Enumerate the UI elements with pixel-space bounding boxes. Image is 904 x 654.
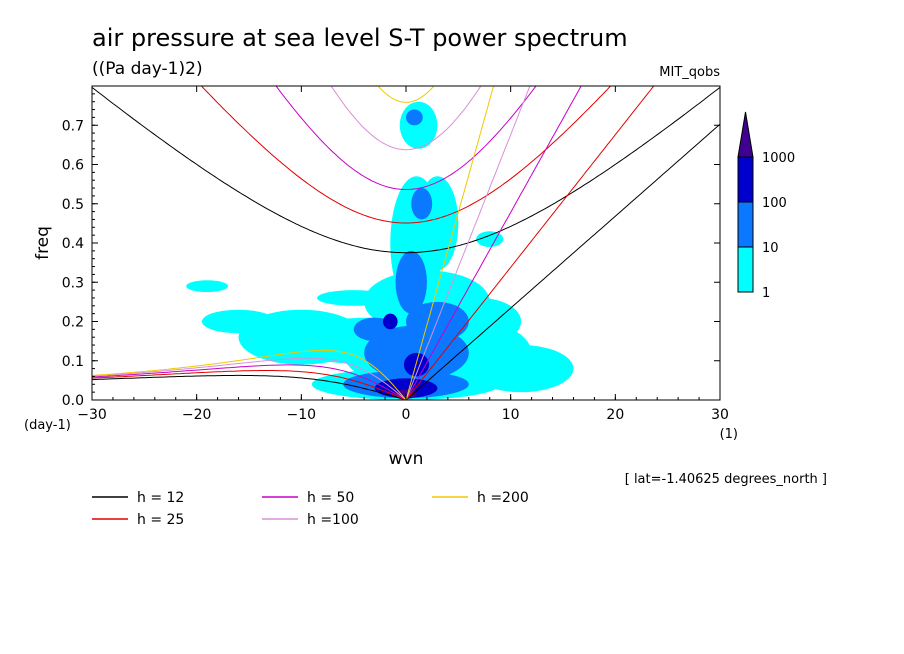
x-tick-label-3: 0 <box>402 407 411 423</box>
x-axis-ticks: −30 −20 −10 0 10 20 30 <box>77 86 729 423</box>
y-axis-label: freq <box>33 226 53 260</box>
y-axis-ticks: 0.0 0.1 0.2 0.3 0.4 0.5 0.6 0.7 <box>62 93 720 409</box>
y-tick-label-5: 0.5 <box>62 197 84 213</box>
power-patch-8 <box>468 345 574 393</box>
power-patch-13 <box>476 231 504 247</box>
y-tick-label-7: 0.7 <box>62 118 84 134</box>
y-tick-label-0: 0.0 <box>62 393 84 409</box>
y-tick-label-2: 0.2 <box>62 315 84 331</box>
chart-units: ((Pa day-1)2) <box>92 59 203 79</box>
colorbar-label-1: 10 <box>762 241 779 256</box>
source-label: MIT_qobs <box>659 65 720 80</box>
curve-rossby-h50 <box>92 364 407 400</box>
curve-kelvin-h12 <box>405 123 720 400</box>
colorbar-overflow-arrow <box>737 111 754 158</box>
curve-rossby-h200 <box>92 349 407 400</box>
y-tick-label-6: 0.6 <box>62 158 84 174</box>
curve-kelvin-h200 <box>405 86 495 400</box>
colorbar: 1 10 100 1000 <box>737 111 795 301</box>
power-patch-23 <box>382 313 398 330</box>
curve-kelvin-h50 <box>405 86 582 400</box>
x-axis-label: wvn <box>389 449 424 469</box>
curve-gravity-h100 <box>330 86 482 151</box>
x-axis-unit: (1) <box>720 427 738 442</box>
latitude-annotation: [ lat=-1.40625 degrees_north ] <box>625 472 827 487</box>
dispersion-curves <box>92 86 720 400</box>
chart-title: air pressure at sea level S-T power spec… <box>92 24 628 52</box>
y-tick-label-3: 0.3 <box>62 275 84 291</box>
power-patch-17 <box>395 250 427 314</box>
curve-rossby-h25 <box>92 370 407 400</box>
power-patch-19 <box>406 109 423 126</box>
legend-label-h12: h = 12 <box>137 490 184 506</box>
legend-label-h200: h =200 <box>477 490 529 506</box>
colorbar-segment-0 <box>737 246 754 293</box>
curve-gravity-h25 <box>200 86 612 224</box>
y-tick-label-1: 0.1 <box>62 354 84 370</box>
legend-label-h25: h = 25 <box>137 512 184 528</box>
curve-gravity-h12 <box>92 87 720 254</box>
colorbar-label-3: 1000 <box>762 151 795 166</box>
power-patch-18 <box>411 188 433 220</box>
y-axis-unit: (day-1) <box>24 418 71 433</box>
x-tick-label-6: 30 <box>711 407 729 423</box>
colorbar-label-0: 1 <box>762 286 770 301</box>
power-patch-11 <box>186 280 229 293</box>
curve-kelvin-h100 <box>405 86 531 400</box>
curve-rossby-h100 <box>92 357 407 400</box>
power-patch-10 <box>201 309 276 334</box>
colorbar-segment-1 <box>737 201 754 248</box>
curve-gravity-h50 <box>275 86 537 190</box>
legend: h = 12 h = 25 h = 50 h =100 h =200 <box>92 490 529 528</box>
plot-area: −30 −20 −10 0 10 20 30 0.00.10.20.30.40.50.60.… <box>62 85 729 423</box>
x-tick-label-1: −20 <box>182 407 212 423</box>
x-tick-label-0: −30 <box>77 407 107 423</box>
curve-kelvin-h25 <box>405 86 655 400</box>
legend-label-h50: h = 50 <box>307 490 354 506</box>
power-patch-12 <box>317 290 391 306</box>
colorbar-segment-2 <box>737 156 754 203</box>
curve-gravity-h200 <box>377 86 435 103</box>
colorbar-label-2: 100 <box>762 196 787 211</box>
curve-rossby-h12 <box>92 374 407 400</box>
legend-label-h100: h =100 <box>307 512 359 528</box>
x-tick-label-4: 10 <box>502 407 520 423</box>
x-tick-label-2: −10 <box>287 407 317 423</box>
y-tick-label-4: 0.4 <box>62 236 84 252</box>
x-tick-label-5: 20 <box>606 407 624 423</box>
